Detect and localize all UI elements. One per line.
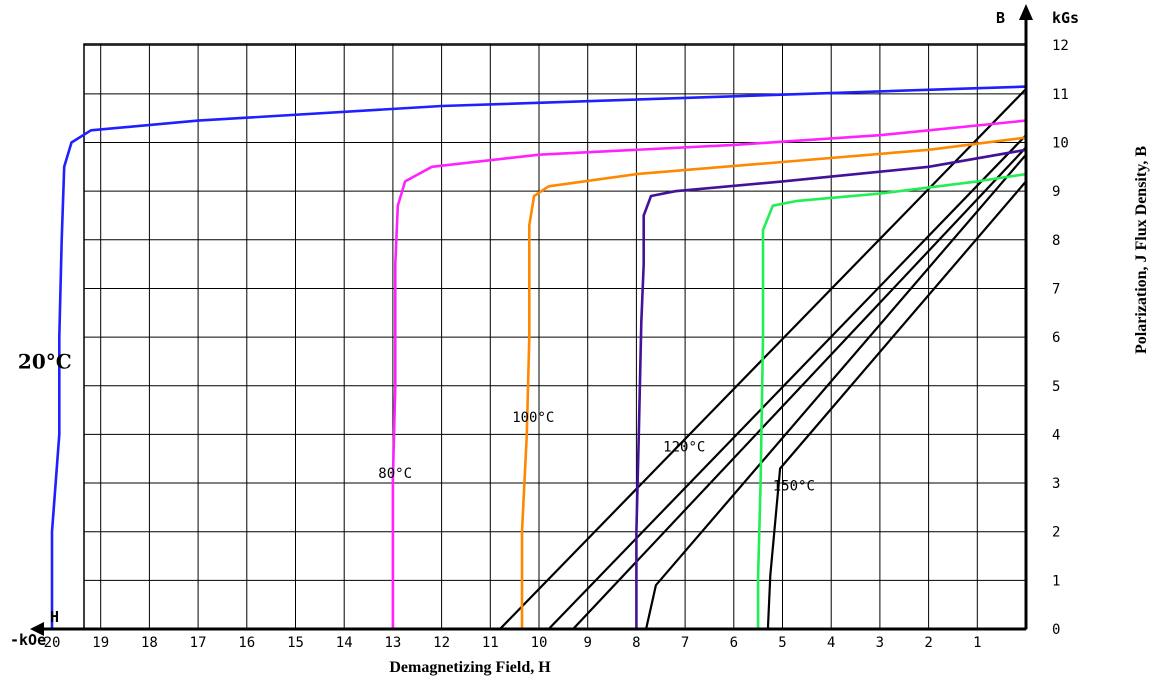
x-tick-label: 1	[973, 635, 981, 651]
x-tick-label: 4	[827, 635, 835, 651]
y-tick-label: 10	[1052, 136, 1069, 152]
temperature-label: 20°C	[18, 350, 72, 374]
j-curve-line	[756, 172, 1027, 629]
curves	[50, 85, 1027, 630]
tick-labels: 20 19 18 17 16 15 14 13 12 11 10 9 8 7 6 5 4 3 2 1012345678…	[44, 38, 1069, 651]
x-tick-label: 12	[433, 635, 450, 651]
x-tick-label: 15	[287, 635, 304, 651]
x-axis-arrow	[30, 622, 44, 636]
temperature-label: 150°C	[773, 478, 815, 494]
x-tick-label: 7	[681, 635, 689, 651]
y-axis-unit: kGs	[1052, 9, 1079, 27]
j-curve-line	[635, 148, 1027, 629]
y-tick-label: 3	[1052, 476, 1060, 492]
x-tick-label: 13	[384, 635, 401, 651]
temperature-label: 100°C	[512, 410, 554, 426]
y-axis-title: Polarization, J Flux Density, B	[1133, 146, 1150, 354]
x-tick-label: 10	[531, 635, 548, 651]
j-curve-line	[520, 136, 1027, 629]
y-tick-label: 7	[1052, 281, 1060, 297]
x-tick-label: 20	[44, 635, 61, 651]
x-tick-label: 14	[336, 635, 353, 651]
x-tick-label: 18	[141, 635, 158, 651]
y-tick-label: 4	[1052, 427, 1060, 443]
b-curve-line	[766, 180, 1027, 630]
x-axis-symbol: H	[50, 608, 59, 626]
y-axis-arrow	[1019, 4, 1033, 20]
x-tick-label: 3	[876, 635, 884, 651]
b-curve-line	[547, 134, 1027, 630]
y-tick-label: 12	[1052, 38, 1069, 54]
y-tick-label: 9	[1052, 184, 1060, 200]
y-tick-label: 8	[1052, 233, 1060, 249]
y-tick-label: 0	[1052, 622, 1060, 638]
grid	[83, 43, 1027, 630]
y-tick-label: 6	[1052, 330, 1060, 346]
y-axis-symbol: B	[996, 9, 1005, 27]
x-tick-label: 9	[583, 635, 591, 651]
x-tick-label: 11	[482, 635, 499, 651]
temperature-labels: 20°C 80°C 100°C 120°C 150°C	[18, 350, 815, 495]
y-tick-label: 11	[1052, 87, 1069, 103]
x-tick-label: 2	[924, 635, 932, 651]
y-tick-label: 2	[1052, 525, 1060, 541]
b-curve-line	[645, 153, 1027, 630]
y-tick-label: 1	[1052, 573, 1060, 589]
temperature-label: 120°C	[663, 439, 705, 455]
x-tick-label: 8	[632, 635, 640, 651]
x-tick-label: 19	[92, 635, 109, 651]
temperature-label: 80°C	[378, 466, 412, 482]
y-tick-label: 5	[1052, 379, 1060, 395]
x-tick-label: 16	[238, 635, 255, 651]
x-tick-label: 5	[778, 635, 786, 651]
x-tick-label: 17	[190, 635, 207, 651]
x-tick-label: 6	[730, 635, 738, 651]
x-axis-title: Demagnetizing Field, H	[389, 659, 551, 676]
j-curve-line	[50, 85, 1027, 629]
axes	[30, 4, 1033, 636]
b-curve-line	[572, 146, 1027, 630]
plot-frame	[83, 43, 1027, 630]
j-curve-line	[391, 119, 1027, 629]
x-axis-unit: -kOe	[10, 631, 46, 649]
